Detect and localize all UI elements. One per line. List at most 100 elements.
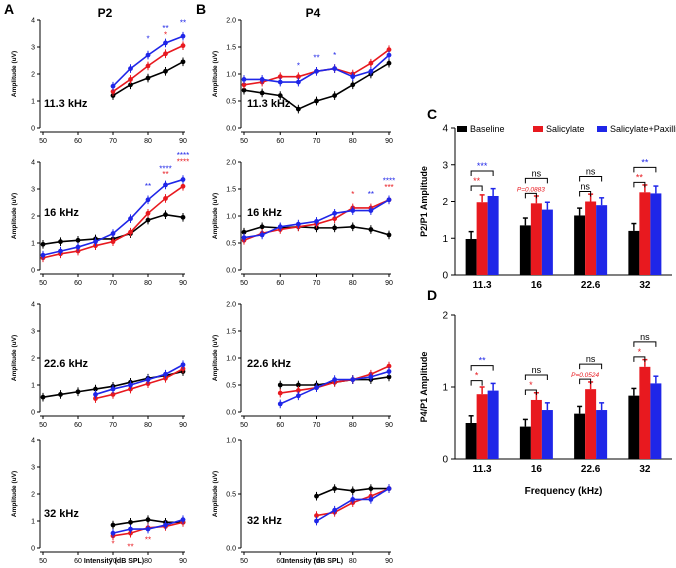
data-point <box>128 82 133 88</box>
data-point <box>180 183 186 189</box>
y-axis-label: Amplitude (uV) <box>212 51 219 97</box>
x-tick-label: 60 <box>276 422 284 429</box>
significance-bracket <box>470 170 494 176</box>
data-point <box>145 377 151 382</box>
data-point <box>295 382 301 388</box>
data-point <box>314 518 319 524</box>
data-point <box>163 68 168 74</box>
chart-a3: 0 1 2 3 4 50 60 70 80 90 Amplitude (uV) 22.6 kHz <box>11 302 187 430</box>
data-point <box>259 90 265 96</box>
significance-label: ** <box>641 157 649 167</box>
data-point <box>386 47 392 53</box>
significance-label: ** <box>636 172 644 182</box>
column-title-p4: P4 <box>306 6 321 20</box>
frequency-label: 22.6 kHz <box>44 358 89 370</box>
y-axis-label: P4/P1 Amplitude <box>419 352 429 423</box>
data-point <box>110 83 116 89</box>
x-tick-label: 80 <box>349 280 357 287</box>
x-tick-label: 80 <box>349 138 357 145</box>
data-point <box>128 382 133 388</box>
significance-label: P=0.0524 <box>571 372 599 379</box>
x-tick-label: 50 <box>39 138 47 145</box>
category-label: 32 <box>639 464 651 475</box>
y-tick-label: 0.5 <box>226 492 236 499</box>
x-tick-label: 80 <box>144 138 152 145</box>
legend-swatch <box>597 126 607 132</box>
significance-label: * <box>475 371 479 381</box>
data-point <box>145 526 151 532</box>
bar <box>639 366 651 459</box>
significance-bracket <box>470 185 483 191</box>
data-point <box>163 51 168 57</box>
data-point <box>350 377 356 382</box>
x-tick-label: 50 <box>240 138 248 145</box>
data-point <box>350 488 356 494</box>
x-tick-label: 90 <box>385 422 393 429</box>
frequency-label: 16 kHz <box>247 207 282 219</box>
data-point <box>386 374 392 380</box>
data-point <box>163 196 168 201</box>
series-line <box>42 185 184 259</box>
data-point <box>93 239 98 245</box>
data-point <box>350 224 356 230</box>
data-point <box>163 522 168 528</box>
significance-bracket <box>633 166 657 173</box>
x-tick-label: 90 <box>179 558 187 565</box>
y-tick-label: 1 <box>31 519 35 526</box>
data-point <box>368 60 374 66</box>
y-tick-label: 3 <box>31 465 35 472</box>
panel-letter-b: B <box>196 1 206 17</box>
y-tick-label: 1 <box>31 99 35 106</box>
significance-marker: ** <box>313 54 319 63</box>
bar <box>519 426 531 459</box>
x-tick-label: 90 <box>385 138 393 145</box>
data-point <box>314 219 319 224</box>
frequency-label: 22.6 kHz <box>247 358 292 370</box>
y-tick-label: 0 <box>442 271 448 282</box>
category-label: 22.6 <box>581 464 601 475</box>
y-tick-label: 1.0 <box>226 214 236 221</box>
x-tick-label: 90 <box>179 422 187 429</box>
y-tick-label: 1 <box>442 383 448 394</box>
bar <box>530 203 542 275</box>
x-tick-label: 50 <box>240 280 248 287</box>
category-label: 16 <box>531 464 543 475</box>
column-title-p2: P2 <box>98 6 113 20</box>
y-tick-label: 2.0 <box>226 302 236 309</box>
data-point <box>110 530 116 536</box>
bar <box>639 192 651 275</box>
y-tick-label: 0 <box>31 268 35 275</box>
data-point <box>259 232 265 238</box>
significance-bracket <box>524 389 537 395</box>
bar <box>476 202 488 275</box>
bar <box>487 390 499 459</box>
significance-label: * <box>529 380 533 390</box>
significance-label: P=0.0883 <box>517 186 545 193</box>
panel-letter-d: D <box>427 287 437 303</box>
data-point <box>277 74 283 80</box>
category-label: 16 <box>531 280 543 291</box>
significance-bracket <box>524 374 548 380</box>
data-point <box>386 60 392 66</box>
y-tick-label: 2.0 <box>226 160 236 167</box>
data-point <box>314 68 319 74</box>
data-point <box>295 79 301 85</box>
data-point <box>93 392 98 397</box>
panel-letter-a: A <box>4 1 14 17</box>
data-point <box>128 77 133 82</box>
data-point <box>110 239 116 245</box>
data-point <box>180 59 186 65</box>
chart-b1: 0.0 0.5 1.0 1.5 2.0 50 60 70 80 90 Amplitude (uV) 1… <box>212 18 393 146</box>
y-tick-label: 3 <box>31 329 35 336</box>
significance-marker: **** <box>177 158 189 167</box>
data-point <box>241 229 247 235</box>
x-tick-label: 50 <box>240 558 248 565</box>
x-tick-label: 60 <box>74 422 82 429</box>
x-axis-label: Frequency (kHz) <box>525 486 603 497</box>
y-tick-label: 0.5 <box>226 383 236 390</box>
data-point <box>145 210 151 216</box>
data-point <box>386 363 392 369</box>
data-point <box>180 214 186 220</box>
